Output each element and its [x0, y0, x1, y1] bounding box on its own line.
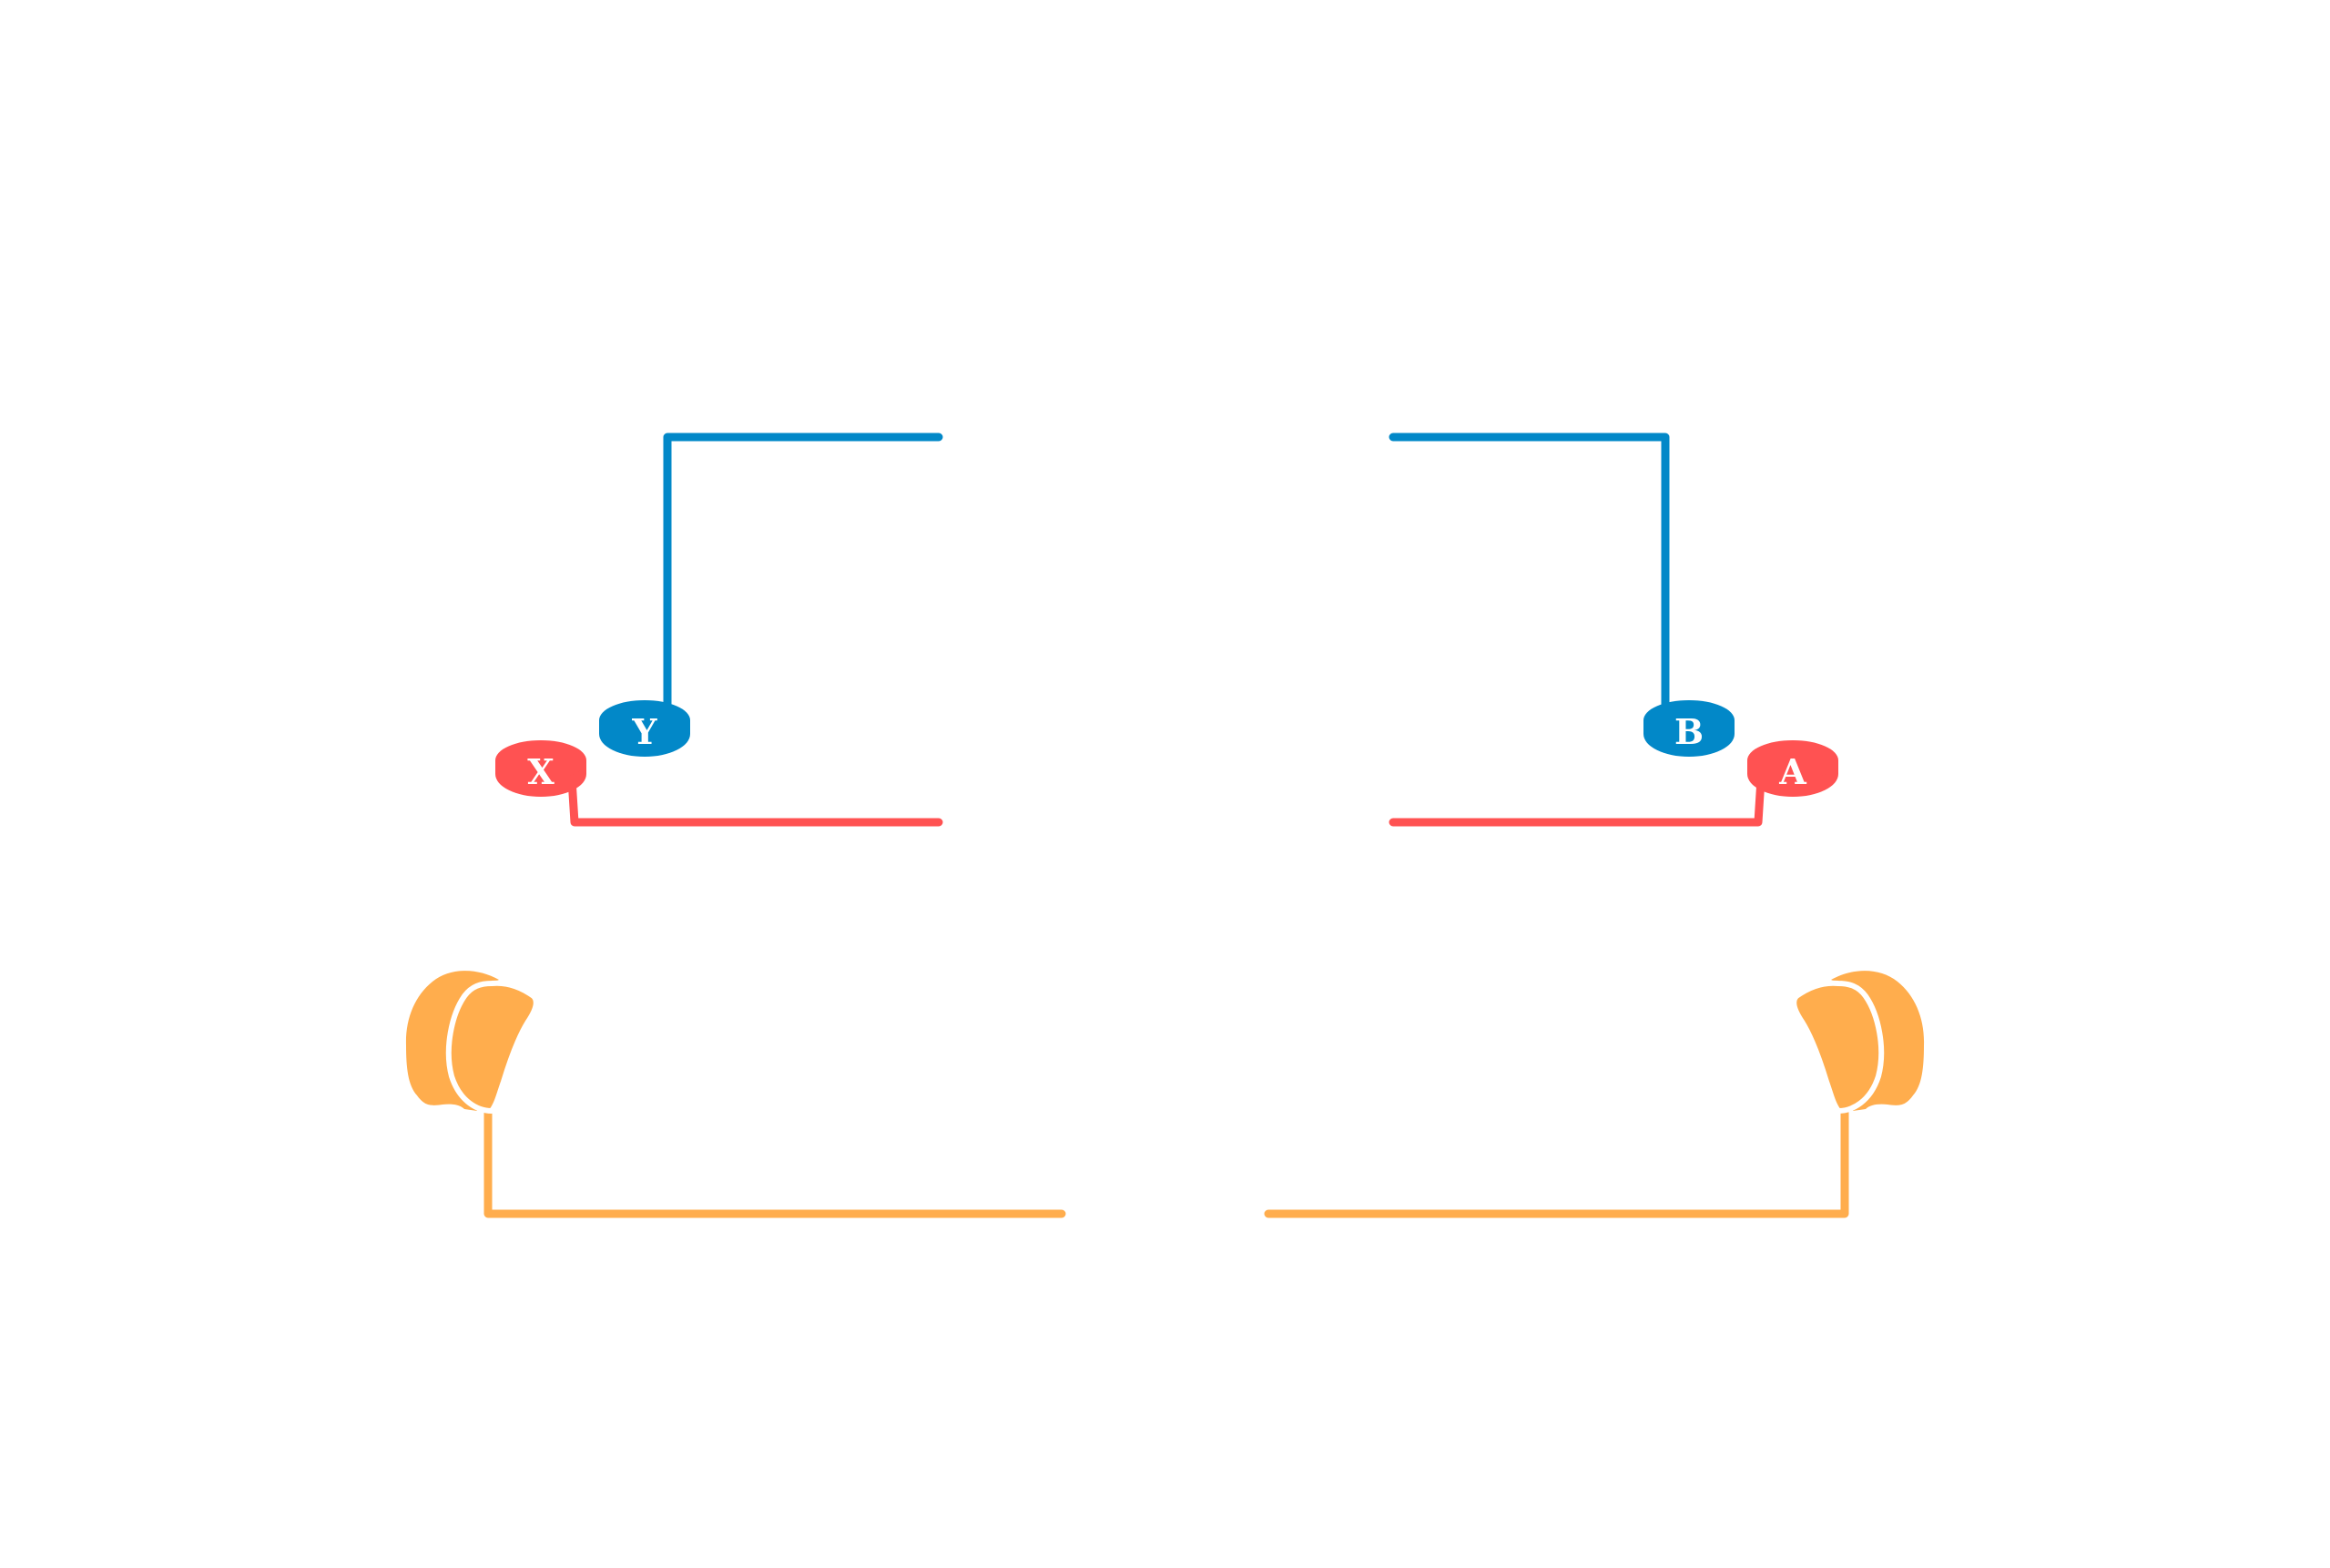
b-button-leader-line — [1389, 433, 1670, 724]
a-button-leader-line — [1389, 760, 1766, 827]
b-button-label: B — [1674, 711, 1704, 752]
right-trigger-leader-line — [1264, 1093, 1849, 1218]
a-button-icon — [1747, 740, 1838, 797]
x-button: X — [495, 740, 586, 797]
y-button-leader-line — [663, 433, 943, 724]
x-button-leader-line — [566, 760, 943, 827]
b-button-icon — [1643, 700, 1735, 757]
left-trigger-icon — [405, 971, 539, 1114]
right-trigger-icon — [1791, 971, 1925, 1114]
a-button-label: A — [1778, 751, 1806, 792]
y-button-icon — [599, 700, 690, 757]
x-button-icon — [495, 740, 586, 797]
x-button-label: X — [527, 751, 555, 792]
y-button-label: Y — [631, 711, 657, 752]
b-button: B — [1643, 700, 1735, 757]
left-trigger-leader-line — [483, 1093, 1066, 1218]
y-button: Y — [599, 700, 690, 757]
a-button: A — [1747, 740, 1838, 797]
